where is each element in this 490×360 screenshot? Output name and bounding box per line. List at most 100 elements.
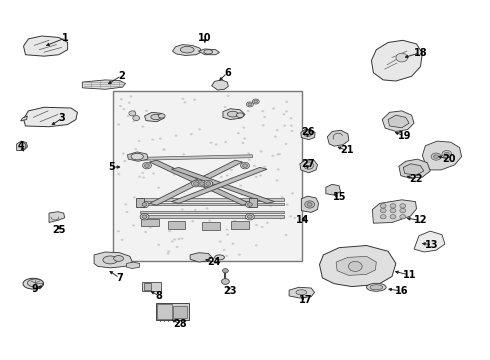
Circle shape <box>145 110 148 112</box>
Polygon shape <box>198 49 220 55</box>
Polygon shape <box>301 130 315 140</box>
Ellipse shape <box>215 255 224 260</box>
Circle shape <box>232 228 235 230</box>
Circle shape <box>204 180 213 187</box>
Circle shape <box>171 171 174 173</box>
Circle shape <box>177 238 180 240</box>
Circle shape <box>232 243 235 245</box>
Circle shape <box>138 201 141 203</box>
Ellipse shape <box>131 153 143 160</box>
Circle shape <box>380 204 386 208</box>
Bar <box>173 306 187 318</box>
Bar <box>113 91 302 261</box>
Polygon shape <box>336 256 376 275</box>
Text: 17: 17 <box>299 294 313 305</box>
Text: 25: 25 <box>52 225 66 235</box>
Circle shape <box>168 250 171 252</box>
Circle shape <box>246 110 249 112</box>
Circle shape <box>230 169 233 171</box>
Circle shape <box>194 182 198 185</box>
Circle shape <box>121 239 123 241</box>
Circle shape <box>142 203 147 206</box>
Ellipse shape <box>23 278 44 289</box>
Circle shape <box>163 149 166 151</box>
Circle shape <box>246 102 253 107</box>
Text: 23: 23 <box>223 286 237 296</box>
Circle shape <box>431 153 441 160</box>
Polygon shape <box>326 184 341 195</box>
Circle shape <box>132 120 135 122</box>
Circle shape <box>191 220 194 222</box>
Polygon shape <box>142 155 252 160</box>
Circle shape <box>205 207 208 210</box>
Circle shape <box>285 234 288 236</box>
Circle shape <box>129 95 132 98</box>
Circle shape <box>197 180 206 187</box>
Circle shape <box>285 101 288 103</box>
Circle shape <box>147 166 149 168</box>
Circle shape <box>169 194 172 196</box>
Circle shape <box>190 133 193 135</box>
Circle shape <box>152 172 155 175</box>
Ellipse shape <box>114 256 123 261</box>
Text: 11: 11 <box>403 270 416 280</box>
Circle shape <box>145 164 149 167</box>
Bar <box>142 282 161 291</box>
Polygon shape <box>126 262 140 269</box>
Polygon shape <box>49 212 65 222</box>
Polygon shape <box>372 200 416 223</box>
Text: 6: 6 <box>224 68 231 78</box>
Polygon shape <box>300 160 318 173</box>
Circle shape <box>208 175 211 177</box>
Circle shape <box>248 103 252 106</box>
Circle shape <box>173 238 176 240</box>
Polygon shape <box>172 45 202 55</box>
Circle shape <box>276 179 279 181</box>
Polygon shape <box>223 109 245 120</box>
Circle shape <box>237 132 240 134</box>
Circle shape <box>142 215 147 219</box>
Circle shape <box>294 217 296 219</box>
Circle shape <box>209 142 212 144</box>
Circle shape <box>128 102 131 104</box>
Circle shape <box>124 203 127 206</box>
Circle shape <box>396 53 408 62</box>
Circle shape <box>144 231 147 233</box>
Text: 14: 14 <box>296 215 310 225</box>
Ellipse shape <box>27 279 43 287</box>
Circle shape <box>400 215 406 219</box>
Circle shape <box>259 174 262 176</box>
Circle shape <box>215 144 218 146</box>
Text: 19: 19 <box>398 131 412 141</box>
Circle shape <box>233 220 236 222</box>
Circle shape <box>215 226 218 228</box>
Circle shape <box>390 208 396 213</box>
Polygon shape <box>17 141 27 150</box>
Circle shape <box>223 106 226 108</box>
Polygon shape <box>301 196 319 212</box>
Polygon shape <box>249 198 257 207</box>
Circle shape <box>279 216 282 218</box>
Circle shape <box>304 162 314 169</box>
Circle shape <box>174 226 177 228</box>
Circle shape <box>278 153 281 155</box>
Circle shape <box>380 215 386 219</box>
Bar <box>156 303 189 320</box>
Polygon shape <box>145 112 164 122</box>
Polygon shape <box>140 203 284 205</box>
Polygon shape <box>21 116 27 121</box>
Circle shape <box>380 208 386 213</box>
Circle shape <box>227 95 230 97</box>
Circle shape <box>120 98 123 100</box>
Circle shape <box>186 212 189 214</box>
Circle shape <box>192 180 200 187</box>
Circle shape <box>220 176 223 178</box>
Circle shape <box>222 249 225 251</box>
Text: 8: 8 <box>156 291 163 301</box>
Circle shape <box>247 203 252 206</box>
Ellipse shape <box>370 285 383 290</box>
Circle shape <box>141 172 144 174</box>
Polygon shape <box>149 160 250 205</box>
Circle shape <box>221 279 229 284</box>
Circle shape <box>181 238 184 240</box>
